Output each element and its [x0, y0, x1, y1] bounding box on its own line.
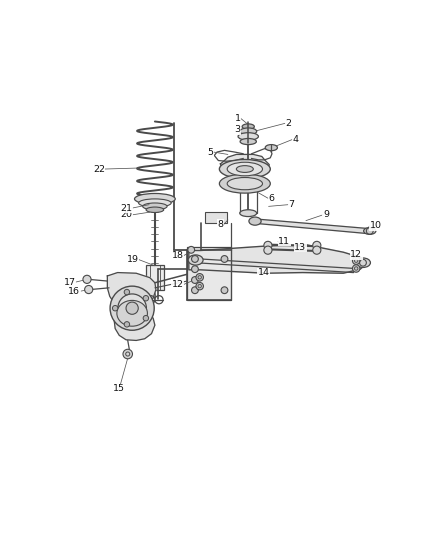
- Circle shape: [85, 286, 93, 294]
- Ellipse shape: [238, 133, 258, 140]
- Ellipse shape: [134, 193, 175, 204]
- Circle shape: [196, 282, 203, 290]
- Circle shape: [196, 273, 203, 281]
- Text: 10: 10: [370, 221, 382, 230]
- Ellipse shape: [146, 207, 164, 213]
- Circle shape: [118, 294, 146, 322]
- Circle shape: [221, 256, 228, 262]
- Text: 15: 15: [113, 384, 125, 393]
- Polygon shape: [201, 259, 355, 272]
- Text: 22: 22: [93, 165, 105, 174]
- Circle shape: [353, 265, 360, 272]
- Text: 13: 13: [294, 243, 306, 252]
- Ellipse shape: [188, 255, 203, 265]
- Ellipse shape: [265, 144, 277, 151]
- Ellipse shape: [240, 210, 257, 216]
- Circle shape: [313, 241, 321, 249]
- Text: 9: 9: [323, 211, 329, 220]
- Text: 12: 12: [172, 280, 184, 289]
- Ellipse shape: [242, 124, 254, 130]
- Ellipse shape: [219, 159, 270, 179]
- Text: 12: 12: [350, 251, 362, 260]
- Circle shape: [191, 266, 198, 272]
- Text: 6: 6: [268, 194, 275, 203]
- Circle shape: [191, 287, 198, 294]
- Circle shape: [191, 256, 198, 262]
- Text: 2: 2: [286, 119, 292, 128]
- Text: 7: 7: [288, 200, 294, 209]
- Ellipse shape: [364, 228, 376, 235]
- FancyBboxPatch shape: [187, 247, 231, 300]
- Text: 21: 21: [120, 204, 132, 213]
- Text: 11: 11: [278, 237, 290, 246]
- Ellipse shape: [117, 301, 148, 326]
- Circle shape: [110, 286, 154, 330]
- Circle shape: [188, 246, 194, 253]
- FancyBboxPatch shape: [205, 213, 227, 223]
- Circle shape: [191, 277, 198, 284]
- Circle shape: [221, 287, 228, 294]
- Text: 8: 8: [218, 220, 224, 229]
- Ellipse shape: [219, 174, 270, 193]
- Ellipse shape: [227, 177, 262, 190]
- Circle shape: [264, 246, 272, 254]
- Text: 5: 5: [208, 148, 214, 157]
- Ellipse shape: [227, 162, 262, 176]
- Text: 18: 18: [172, 251, 184, 260]
- Circle shape: [83, 275, 91, 284]
- Circle shape: [124, 321, 130, 327]
- Polygon shape: [107, 272, 156, 341]
- Text: 16: 16: [68, 287, 80, 296]
- Circle shape: [123, 349, 132, 359]
- Ellipse shape: [240, 128, 257, 135]
- FancyBboxPatch shape: [146, 265, 164, 289]
- Circle shape: [264, 241, 272, 249]
- Polygon shape: [220, 155, 269, 184]
- Polygon shape: [255, 219, 367, 233]
- Text: 17: 17: [64, 278, 76, 287]
- Circle shape: [143, 316, 148, 321]
- Ellipse shape: [143, 203, 167, 210]
- Ellipse shape: [138, 199, 171, 207]
- Circle shape: [124, 289, 130, 295]
- Ellipse shape: [237, 166, 253, 172]
- Text: 4: 4: [293, 135, 298, 144]
- Circle shape: [353, 257, 360, 264]
- Circle shape: [126, 302, 138, 314]
- Polygon shape: [189, 245, 367, 273]
- Text: 14: 14: [258, 268, 270, 277]
- Circle shape: [313, 246, 321, 254]
- Text: 19: 19: [127, 255, 139, 264]
- Circle shape: [143, 295, 148, 301]
- Text: 3: 3: [235, 125, 241, 134]
- Text: 20: 20: [120, 211, 132, 220]
- Ellipse shape: [356, 258, 371, 268]
- Ellipse shape: [240, 139, 256, 144]
- Ellipse shape: [249, 217, 261, 225]
- Circle shape: [113, 305, 118, 311]
- Text: 1: 1: [235, 114, 241, 123]
